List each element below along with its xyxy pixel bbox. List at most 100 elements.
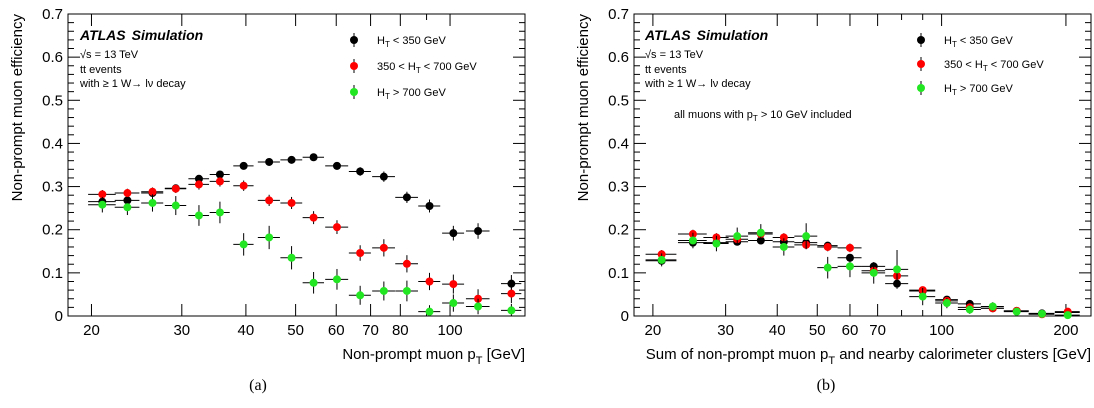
data-point xyxy=(425,277,434,286)
info-line: tt events xyxy=(80,64,122,76)
data-point xyxy=(379,172,388,181)
data-point xyxy=(265,157,274,166)
data-point xyxy=(287,253,296,262)
x-tick-label: 50 xyxy=(809,322,826,339)
data-point xyxy=(148,198,157,207)
x-axis-title-main: Sum of non-prompt muon p xyxy=(646,346,829,363)
data-point xyxy=(942,299,951,308)
data-point xyxy=(239,181,248,190)
data-point xyxy=(265,196,274,205)
x-axis-title-main: Non-prompt muon p xyxy=(342,346,475,363)
data-point xyxy=(474,302,483,311)
x-tick-label: 80 xyxy=(392,322,409,339)
legend-label-sub: T xyxy=(952,88,957,97)
data-point xyxy=(845,262,854,271)
chart-panel-1: 0 0.1 0.2 0.3 0.4 0.5 0.6 0.7 20 30 40 50 60 70 80 100 N… xyxy=(9,6,526,394)
plot-frame xyxy=(633,13,1092,317)
legend-label: HT > 700 GeV xyxy=(944,83,1013,97)
data-point xyxy=(379,243,388,252)
data-point xyxy=(893,265,902,274)
data-point xyxy=(845,243,854,252)
legend-marker xyxy=(917,84,925,92)
data-point xyxy=(1012,307,1021,316)
data-point xyxy=(287,155,296,164)
atlas-name: ATLAS xyxy=(644,27,691,43)
data-point xyxy=(98,200,107,209)
data-point xyxy=(779,233,788,242)
data-point xyxy=(823,263,832,272)
x-axis-title-sub: T xyxy=(476,355,483,367)
data-point xyxy=(657,255,666,264)
y-tick-label: 0.5 xyxy=(42,92,63,109)
legend-label-part: 350 < H xyxy=(944,59,983,71)
legend-label-sub: T xyxy=(983,64,988,73)
y-tick-label: 0.6 xyxy=(608,49,629,66)
series-3 xyxy=(88,194,522,316)
x-axis-title-tail: and nearby calorimeter clusters [GeV] xyxy=(835,346,1091,363)
x-tick-label: 70 xyxy=(869,322,886,339)
chart-panel-2: 0 0.1 0.2 0.3 0.4 0.5 0.6 0.7 20 30 40 50 60 70 100 200… xyxy=(575,6,1092,394)
note-sub: T xyxy=(753,114,758,123)
x-tick-label: 100 xyxy=(929,322,954,339)
x-tick-label: 40 xyxy=(769,322,786,339)
legend-entry: 350 < HT < 700 GeV xyxy=(350,59,477,75)
x-axis-title-sub: T xyxy=(828,355,835,367)
data-point xyxy=(1037,309,1046,318)
x-axis-title: Non-prompt muon pT [GeV] xyxy=(342,346,525,367)
note-tail: > 10 GeV included xyxy=(758,109,852,121)
note-text: all muons with pT > 10 GeV included xyxy=(674,109,852,123)
data-point xyxy=(356,249,365,258)
data-point xyxy=(712,239,721,248)
data-point xyxy=(756,228,765,237)
legend-label-tail: < 350 GeV xyxy=(957,35,1014,47)
legend-entry: 350 < HT < 700 GeV xyxy=(917,57,1044,73)
y-tick-label: 0.2 xyxy=(42,222,63,239)
legend-label-tail: < 350 GeV xyxy=(390,35,447,47)
legend-label-sub: T xyxy=(385,92,390,101)
data-point xyxy=(171,201,180,210)
y-tick-label: 0.3 xyxy=(42,179,63,196)
data-point xyxy=(287,198,296,207)
y-tick-label: 0.6 xyxy=(42,49,63,66)
legend-label-part: H xyxy=(944,35,952,47)
legend-marker xyxy=(350,62,358,70)
x-tick-label: 70 xyxy=(362,322,379,339)
legend-label: HT < 350 GeV xyxy=(944,35,1013,49)
x-axis-title-tail: [GeV] xyxy=(482,346,525,363)
data-point xyxy=(265,233,274,242)
legend-label-tail: > 700 GeV xyxy=(957,83,1014,95)
data-point xyxy=(402,193,411,202)
y-tick-label: 0.7 xyxy=(608,6,629,23)
data-point xyxy=(507,289,516,298)
data-point xyxy=(402,259,411,268)
legend-label-tail: < 700 GeV xyxy=(988,59,1045,71)
info-line: √s = 13 TeV xyxy=(80,49,139,61)
data-point xyxy=(449,229,458,238)
x-tick-label: 30 xyxy=(717,322,734,339)
data-point xyxy=(823,242,832,251)
legend-entry: HT < 350 GeV xyxy=(350,33,446,49)
x-tick-label: 40 xyxy=(238,322,255,339)
data-point xyxy=(779,242,788,251)
legend-label: HT < 350 GeV xyxy=(377,35,446,49)
data-point xyxy=(802,232,811,241)
atlas-label: ATLAS Simulation xyxy=(79,27,203,43)
x-axis-title: Sum of non-prompt muon pT and nearby cal… xyxy=(646,346,1091,367)
series-2 xyxy=(88,176,522,309)
series-1 xyxy=(88,153,522,293)
atlas-status: Simulation xyxy=(132,27,204,43)
data-point xyxy=(194,180,203,189)
data-point xyxy=(171,184,180,193)
x-tick-label: 50 xyxy=(287,322,304,339)
panel-caption: (a) xyxy=(249,377,267,394)
info-line: with ≥ 1 W→ lν decay xyxy=(644,78,751,90)
y-tick-label: 0.5 xyxy=(608,92,629,109)
data-point xyxy=(965,305,974,314)
atlas-label: ATLAS Simulation xyxy=(644,27,768,43)
data-point xyxy=(309,213,318,222)
legend-marker xyxy=(917,36,925,44)
data-point xyxy=(988,302,997,311)
legend-marker xyxy=(350,88,358,96)
legend-label: 350 < HT < 700 GeV xyxy=(944,59,1044,73)
data-point xyxy=(449,299,458,308)
